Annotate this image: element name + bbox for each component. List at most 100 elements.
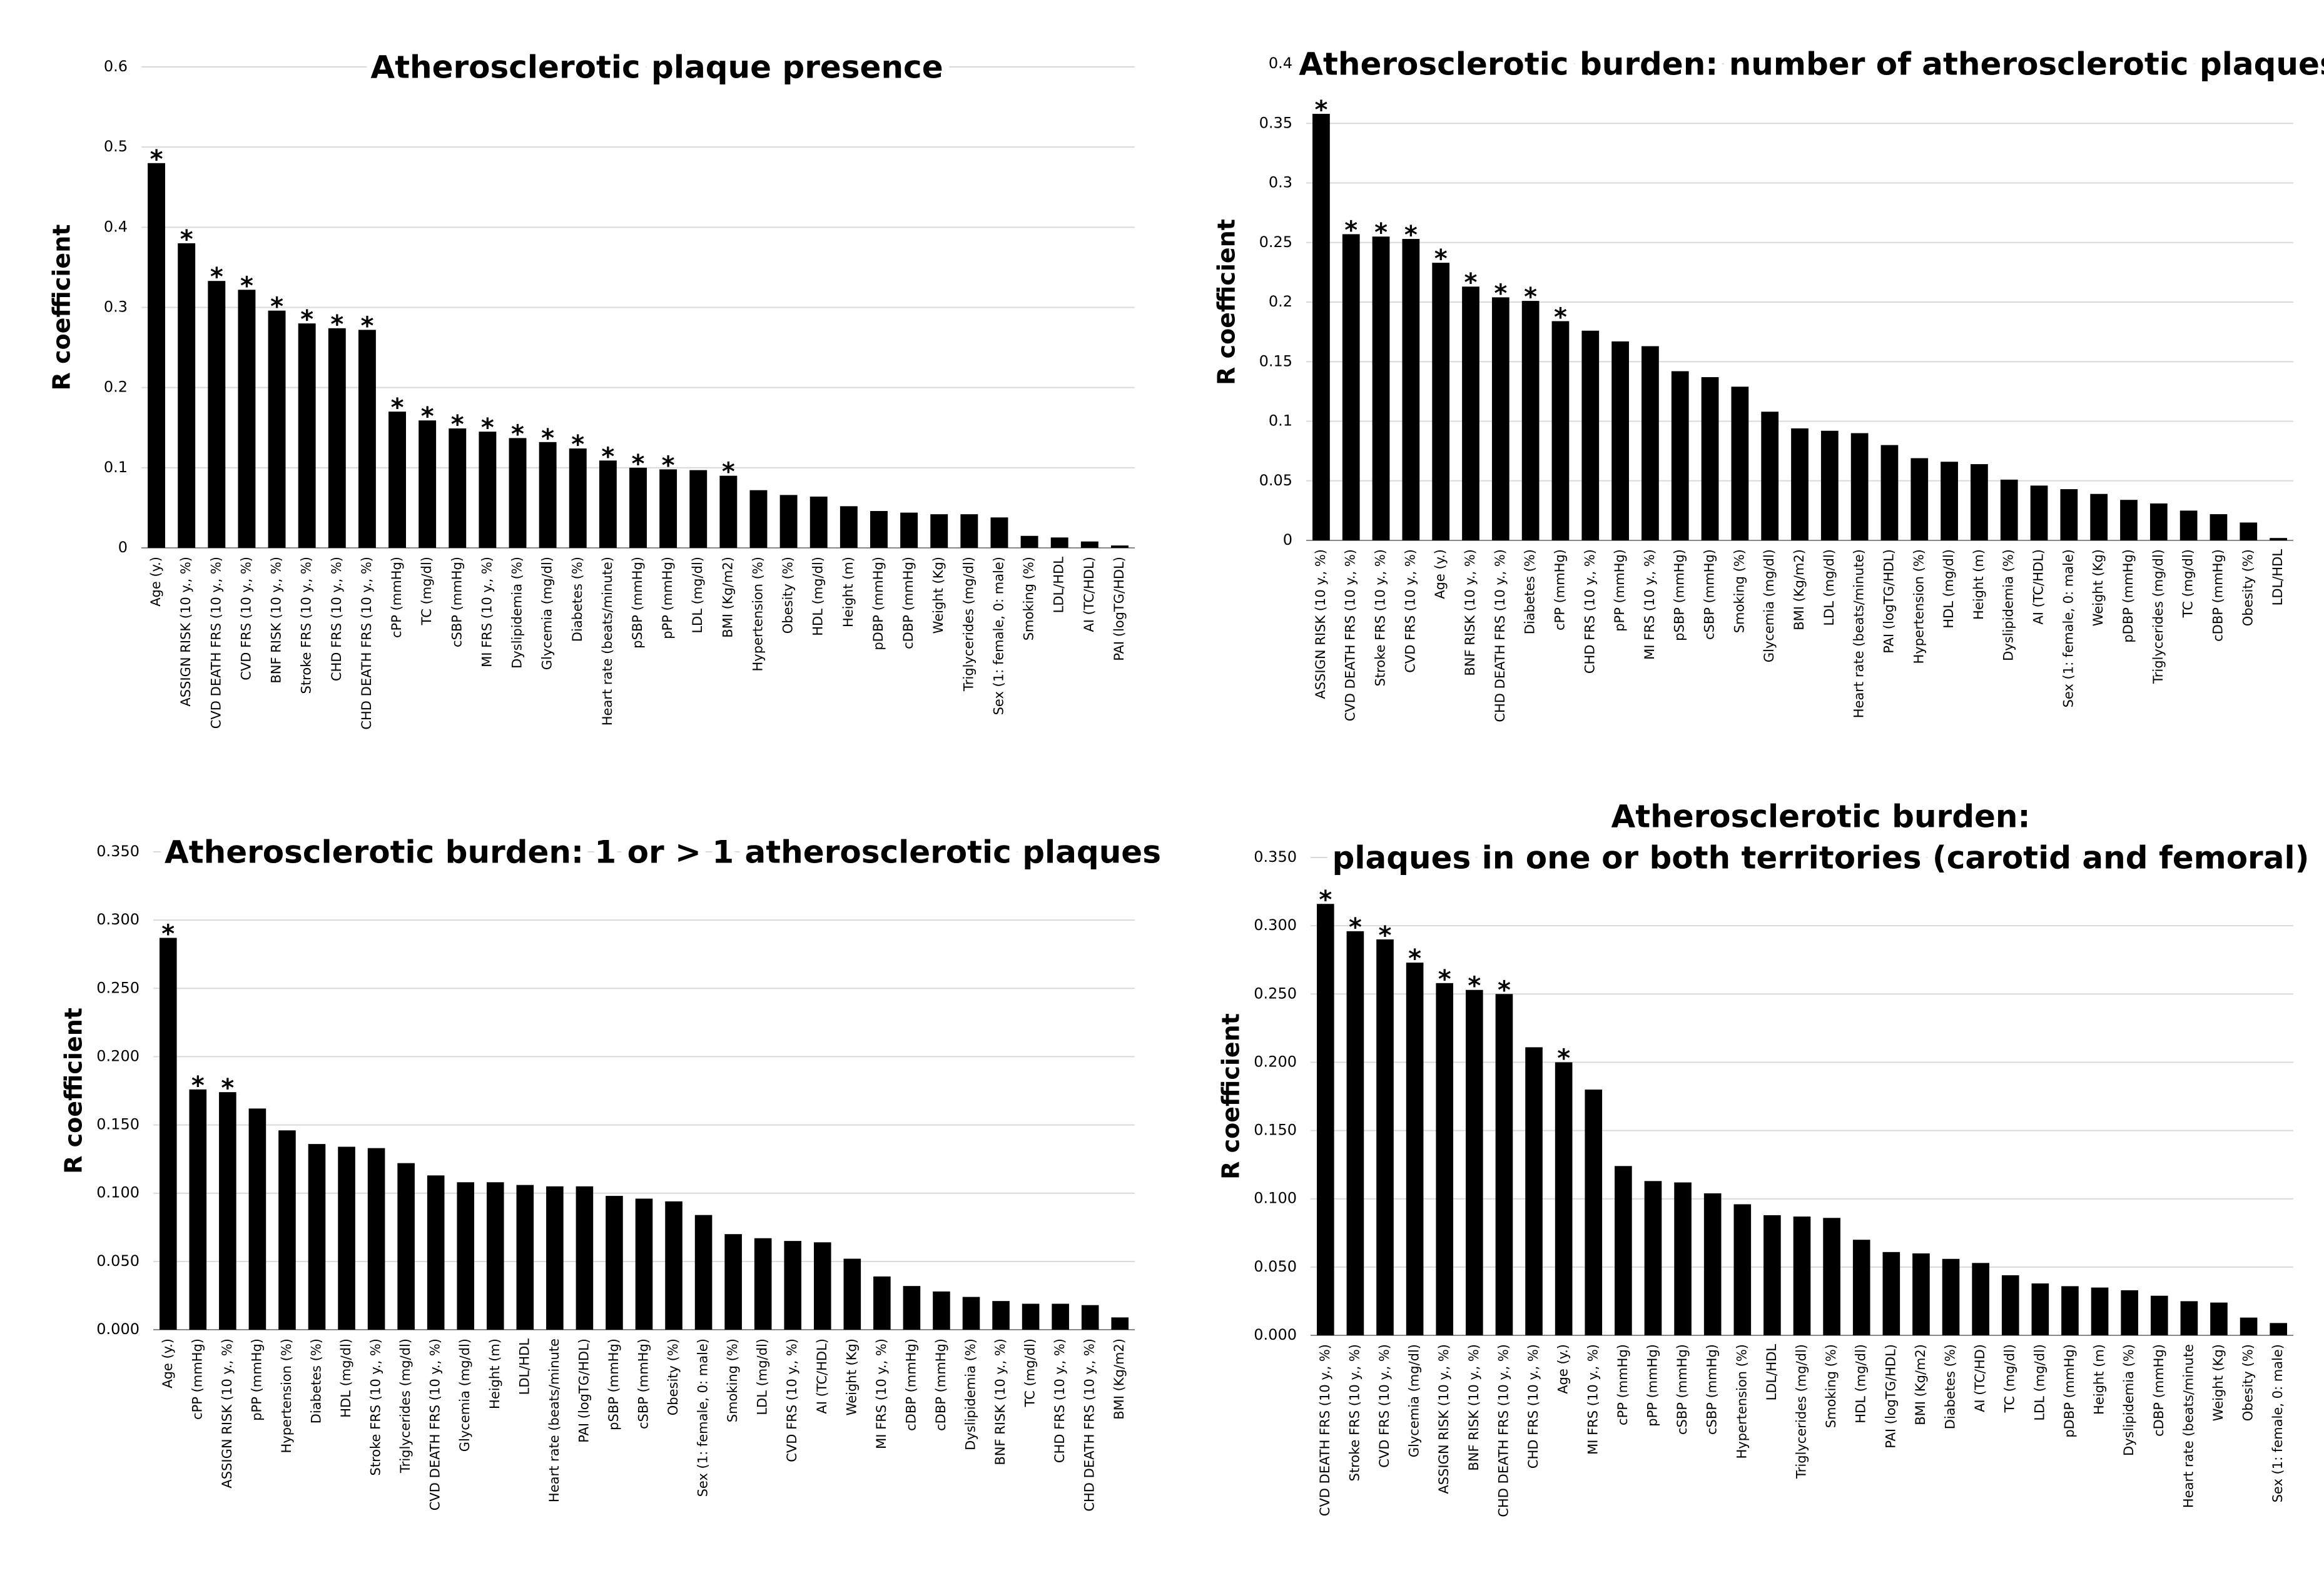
bar [2091,1287,2109,1335]
y-axis-title: R coefficient [60,1008,88,1174]
significance-marker: * [541,424,554,453]
bar [1346,931,1364,1335]
significance-marker: * [1494,279,1507,308]
significance-marker: * [421,402,434,431]
x-tick-label: cSBP (mmHg) [1702,549,1717,640]
significance-marker: * [1344,216,1357,245]
significance-marker: * [722,458,735,487]
bar [930,514,948,548]
x-tick-label: pSBP (mmHg) [1672,549,1687,641]
x-tick-label: pPP (mmHg) [660,557,675,639]
significance-marker: * [1408,944,1421,973]
bar [2270,1323,2288,1335]
x-tick-label: LDL/HDL [2270,549,2285,606]
x-tick-label: Height (m) [1971,549,1986,620]
significance-marker: * [240,271,253,300]
x-tick-label: Hypertension (%) [1734,1344,1749,1459]
y-tick-label: 0.050 [1254,1258,1297,1275]
x-tick-label: pDBP (mmHg) [871,557,886,650]
bar [1462,286,1479,540]
bar [2061,1286,2079,1335]
significance-marker: * [511,420,524,448]
x-tick-label: BMI (Kg/m2) [720,557,735,638]
significance-marker: * [191,1071,205,1100]
x-tick-label: cDBP (mmHg) [901,557,916,649]
chart-title: plaques in one or both territories (caro… [1332,840,2310,876]
bar [509,438,527,548]
x-tick-label: cDBP (mmHg) [2151,1344,2166,1437]
bar [1491,297,1510,540]
bar [1880,445,1899,540]
bar [2031,1283,2049,1335]
bar [2001,1275,2019,1335]
y-tick-label: 0.3 [1269,174,1292,191]
bar [1022,1303,1040,1330]
x-tick-label: pDBP (mmHg) [2062,1344,2077,1438]
x-tick-label: Diabetes (%) [309,1338,324,1424]
y-tick-label: 0 [118,539,128,556]
bar [1342,234,1360,540]
x-tick-label: Glycemia (mg/dl) [540,557,555,670]
bar [479,432,497,548]
bar [990,517,1008,548]
significance-marker: * [1349,913,1362,942]
x-tick-label: TC (mg/dl) [1023,1338,1038,1407]
x-tick-label: CHD DEATH FRS (10 y., %) [1496,1344,1511,1517]
bar [992,1301,1010,1330]
bar [2180,1301,2198,1335]
bar [2090,493,2108,540]
bar [1912,1253,1930,1335]
x-tick-label: Dyslipidemia (%) [2121,1344,2136,1456]
x-tick-label: Sex (1: female, 0: male) [2061,549,2076,707]
x-tick-label: CVD FRS (10 y., %) [784,1338,799,1462]
bar [1703,1193,1722,1335]
x-tick-label: MI FRS (10 y., %) [1642,549,1657,660]
significance-marker: * [330,310,343,339]
chart-title: Atherosclerotic burden: number of athero… [1299,46,2324,83]
x-tick-label: LDL/HDL [1764,1344,1779,1401]
y-tick-label: 0.000 [1254,1326,1297,1343]
y-tick-label: 0.6 [104,58,128,75]
bar [1733,1204,1752,1335]
significance-marker: * [210,263,223,291]
bar [843,1258,861,1330]
x-tick-label: CVD DEATH FRS (10 y., %) [428,1338,443,1510]
x-tick-label: pPP (mmHg) [1612,549,1627,632]
bar [2120,500,2138,540]
x-tick-label: HDL (mg/dl) [1941,549,1956,629]
x-tick-label: HDL (mg/dl) [338,1338,353,1418]
bar [1432,263,1450,540]
significance-marker: * [1314,96,1327,124]
bar [449,428,467,548]
chart-title: Atherosclerotic burden: 1 or > 1 atheros… [165,834,1161,871]
bar [159,938,177,1330]
x-tick-label: BMI (Kg/m2) [1792,549,1807,630]
bar [2030,485,2048,540]
x-tick-label: TC (mg/dl) [419,557,434,625]
bar [1525,1047,1543,1335]
bar [1971,464,1988,540]
x-tick-label: pPP (mmHg) [249,1338,264,1421]
bar [1521,301,1540,540]
x-tick-label: CHD DEATH FRS (10 y., %) [359,557,374,730]
significance-marker: * [180,225,193,254]
bar [388,412,406,548]
x-tick-label: cSBP (mmHg) [636,1338,651,1429]
bar [1642,346,1659,540]
bar [1674,1182,1692,1335]
x-tick-label: cDBP (mmHg) [2210,549,2225,642]
y-tick-label: 0 [1283,531,1292,549]
x-tick-label: LDL (mg/dl) [2032,1344,2047,1421]
x-tick-label: Dyslipidemia (%) [510,557,525,669]
y-axis-title: R coefficient [48,225,76,391]
bar [1436,983,1454,1335]
x-tick-label: HDL (mg/dl) [1854,1344,1869,1424]
x-tick-label: pSBP (mmHg) [606,1338,621,1430]
x-tick-label: HDL (mg/dl) [811,557,826,636]
x-tick-label: BNF RISK (10 y., %) [1463,549,1478,676]
x-tick-label: Sex (1: female, 0: male) [2270,1344,2285,1502]
x-tick-label: Hypertension (%) [279,1338,294,1454]
bar [1942,1258,1960,1335]
x-tick-label: PAI (logTG/HDL) [1112,557,1127,661]
bar [1615,1166,1632,1335]
